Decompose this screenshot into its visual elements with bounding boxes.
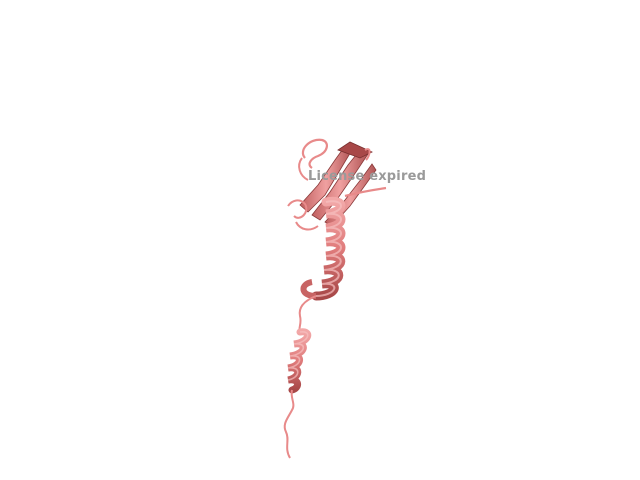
license-watermark: License expired bbox=[308, 169, 427, 184]
c-terminal-tail bbox=[283, 389, 295, 459]
linker-loop bbox=[298, 295, 317, 333]
alpha-helix-main bbox=[300, 196, 346, 301]
beta-sheet bbox=[287, 138, 387, 231]
alpha-helix-lower bbox=[287, 328, 312, 394]
